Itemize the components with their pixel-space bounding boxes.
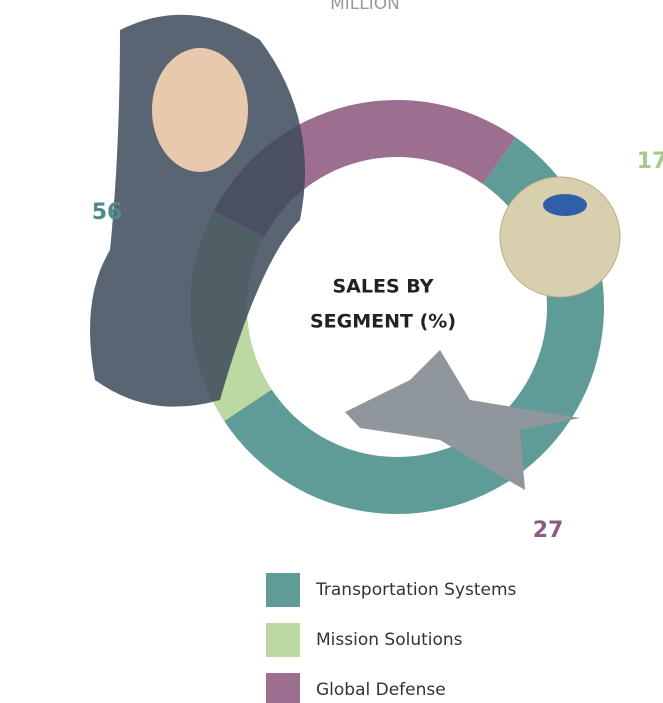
legend-label: Global Defense [316,680,446,700]
legend-label: Transportation Systems [315,580,517,600]
value-label: 17 [637,149,663,174]
donut-hole [247,157,547,457]
legend-swatch [266,573,300,607]
legend-label: Mission Solutions [316,630,463,650]
legend-swatch [266,673,300,703]
person-photo [90,14,305,407]
title-line: SEGMENT (%) [310,311,456,333]
value-label: 56 [92,200,123,225]
legend-swatch [266,623,300,657]
satellite-ball [499,176,621,298]
person-face [152,48,248,172]
jet-photo [345,350,580,490]
title-line: SALES BY [333,276,434,298]
satellite-logo [543,194,587,216]
value-label: 27 [533,518,564,543]
subtitle: MILLION [330,0,400,14]
